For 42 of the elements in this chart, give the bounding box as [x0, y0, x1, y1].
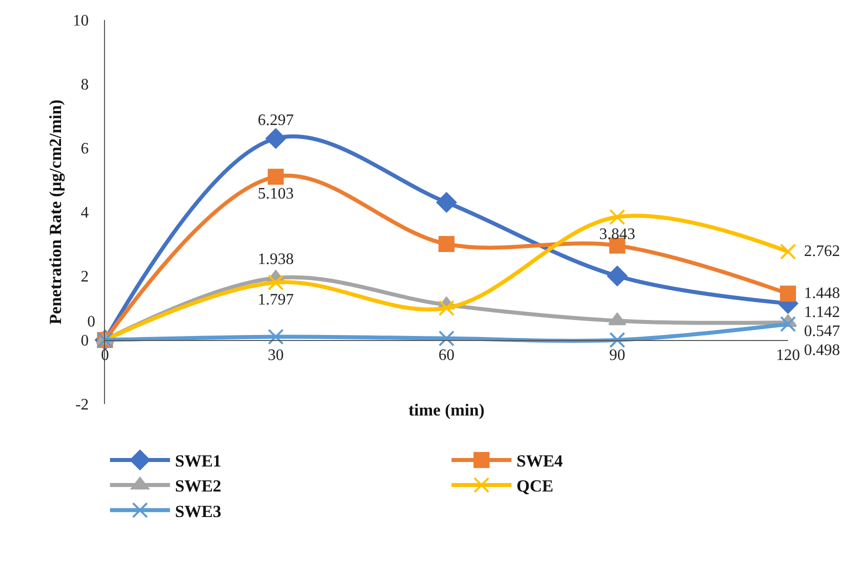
data-label: 2.762: [804, 243, 840, 260]
data-label: 6.297: [258, 112, 294, 129]
data-label: 0.498: [804, 342, 840, 359]
data-label: 1.448: [804, 285, 840, 302]
point: [266, 128, 286, 149]
point: [268, 168, 284, 185]
legend-label: SWE3: [175, 502, 222, 521]
y-axis-title: Penetration Rate (μg/cm2/min): [46, 100, 65, 324]
x-tick-label: 60: [438, 347, 454, 364]
legend-label: QCE: [516, 476, 554, 496]
y-tick-label: 0: [80, 332, 89, 350]
point: [438, 300, 454, 316]
legend-label: SWE4: [516, 452, 564, 471]
point: [268, 274, 284, 290]
point: [438, 330, 454, 346]
legend-label: SWE2: [175, 476, 222, 496]
y-tick-label: -2: [75, 396, 89, 414]
point: [436, 192, 457, 212]
point: [268, 328, 284, 345]
point: [780, 316, 796, 332]
point: [780, 244, 796, 260]
legend-label: SWE1: [175, 452, 222, 471]
x-axis-title: time (min): [408, 400, 485, 420]
point: [438, 236, 454, 252]
y-tick-label: 8: [80, 76, 89, 94]
x-tick-label: 30: [268, 347, 284, 364]
y-tick-label: 6: [80, 140, 89, 158]
x-tick-label: 90: [609, 347, 626, 364]
y-tick-label: 4: [80, 204, 89, 222]
data-label: 5.103: [258, 185, 294, 202]
point: [780, 286, 796, 302]
data-label: 1.142: [804, 304, 840, 321]
point: [609, 332, 626, 348]
data-label: 1.797: [258, 291, 294, 308]
point: [607, 266, 628, 286]
x-tick-label: 120: [776, 347, 800, 364]
y-tick-label: 2: [80, 268, 89, 286]
y-tick-label: 10: [72, 12, 89, 30]
point: [609, 209, 626, 226]
data-label: 0.547: [804, 323, 840, 340]
data-label: 1.938: [258, 251, 294, 268]
data-label: 3.843: [599, 226, 636, 243]
